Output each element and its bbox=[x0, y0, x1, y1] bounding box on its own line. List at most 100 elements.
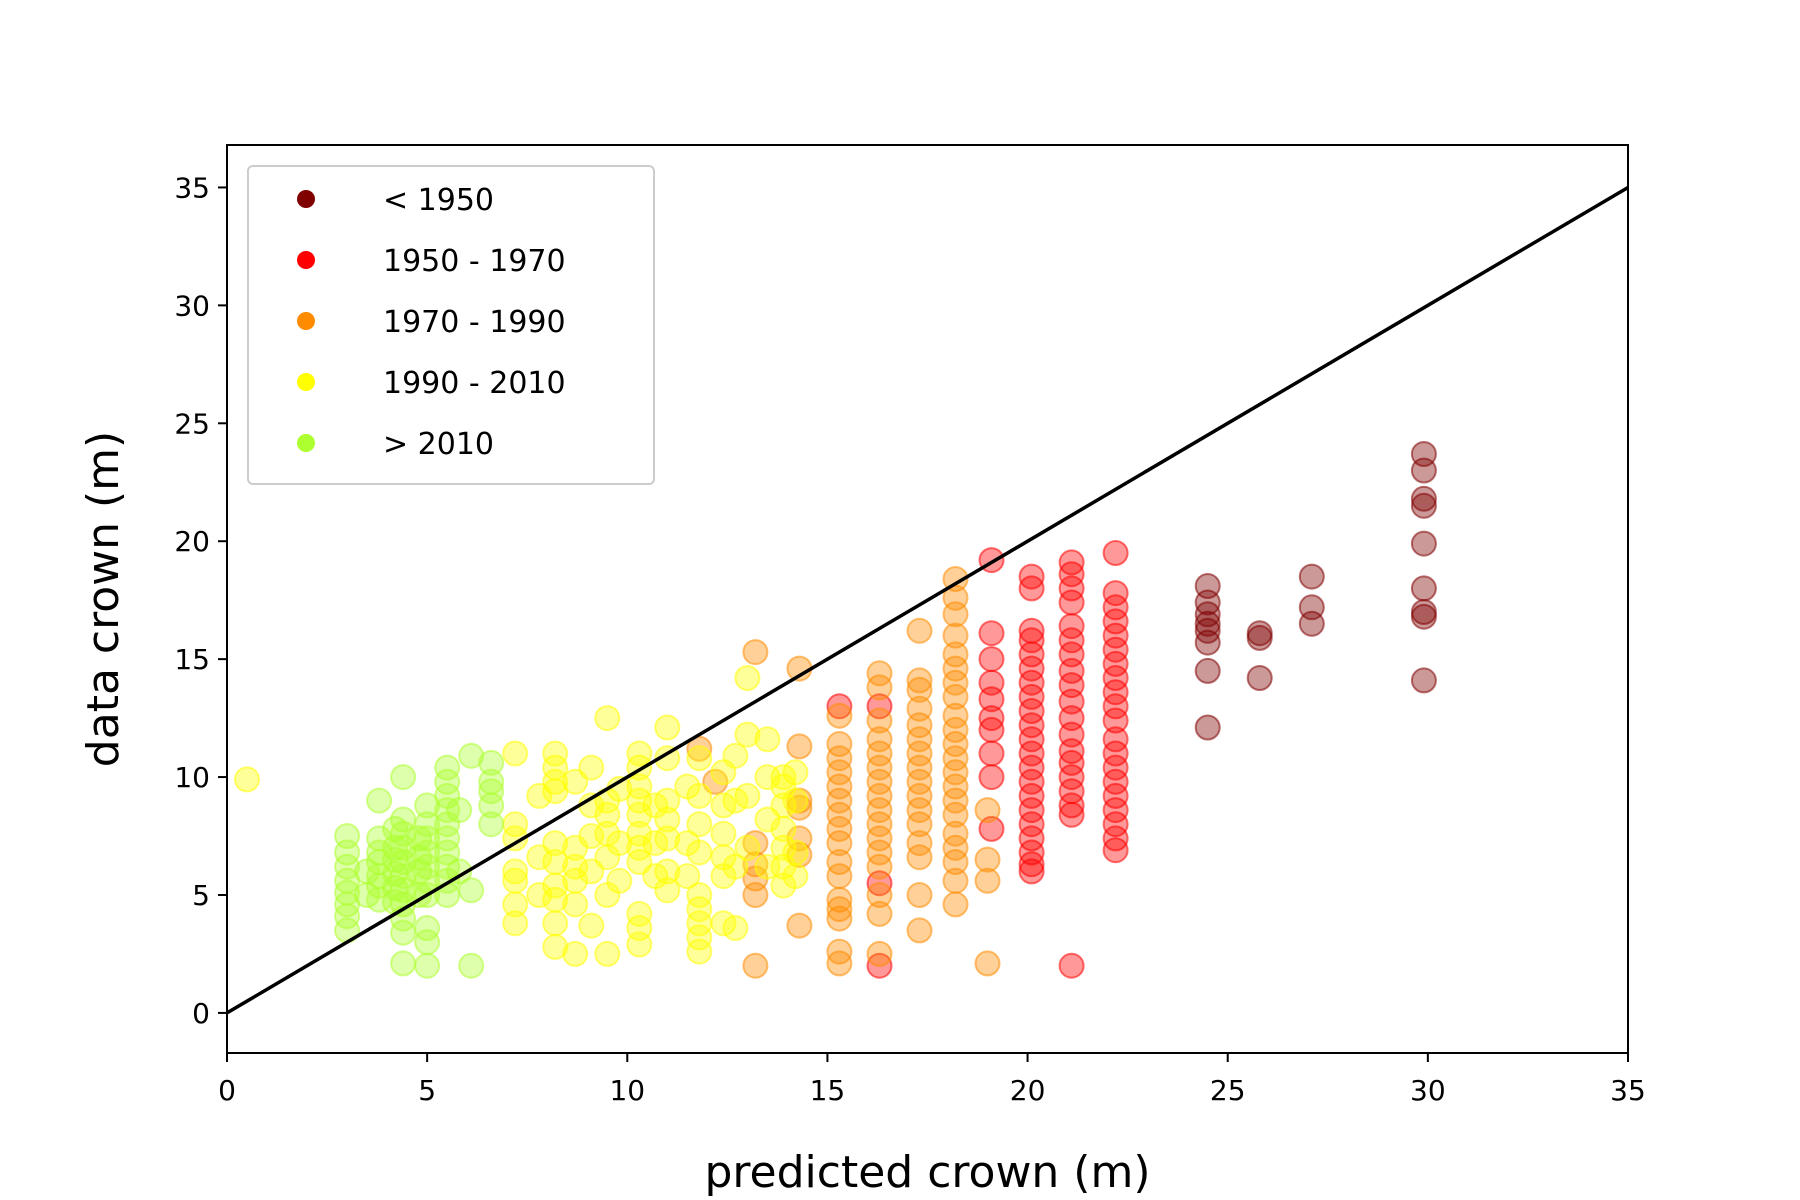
x-tick-label: 10 bbox=[609, 1074, 645, 1107]
legend-label: 1970 - 1990 bbox=[383, 305, 566, 340]
data-point bbox=[1102, 707, 1129, 734]
data-point bbox=[1410, 492, 1437, 519]
data-point bbox=[942, 773, 969, 800]
series-group-3 bbox=[234, 665, 809, 967]
data-point bbox=[1410, 485, 1437, 512]
data-point bbox=[1102, 754, 1129, 781]
data-point bbox=[626, 787, 653, 814]
legend-marker bbox=[297, 312, 315, 330]
data-point bbox=[786, 912, 813, 939]
data-point bbox=[1102, 740, 1129, 767]
data-point bbox=[906, 797, 933, 824]
data-point bbox=[654, 745, 681, 772]
y-tick-label: 25 bbox=[174, 407, 210, 440]
legend-label: 1950 - 1970 bbox=[383, 244, 566, 279]
data-point bbox=[414, 811, 441, 838]
data-point bbox=[866, 740, 893, 767]
data-point bbox=[742, 882, 769, 908]
data-point bbox=[654, 877, 681, 904]
legend-label: > 2010 bbox=[383, 427, 494, 462]
data-point bbox=[942, 820, 969, 847]
data-point bbox=[626, 740, 653, 767]
data-point bbox=[1102, 608, 1129, 635]
data-point bbox=[1058, 952, 1085, 979]
data-point bbox=[826, 745, 853, 772]
data-point bbox=[654, 714, 681, 741]
data-point bbox=[826, 896, 853, 923]
data-point bbox=[594, 940, 621, 967]
data-point bbox=[446, 797, 473, 824]
data-point bbox=[502, 858, 529, 885]
data-point bbox=[1018, 698, 1045, 724]
data-point bbox=[974, 867, 1001, 894]
data-point bbox=[654, 787, 681, 814]
data-point bbox=[826, 787, 853, 814]
series-group-2 bbox=[686, 566, 1001, 979]
data-point bbox=[826, 693, 853, 720]
data-point bbox=[434, 825, 461, 852]
data-point bbox=[578, 912, 605, 939]
data-point bbox=[1018, 811, 1045, 838]
data-point bbox=[626, 834, 653, 861]
x-tick-label: 25 bbox=[1210, 1074, 1246, 1107]
data-point bbox=[654, 858, 681, 885]
data-point bbox=[606, 867, 633, 894]
data-point bbox=[1058, 627, 1085, 654]
data-point bbox=[626, 931, 653, 958]
data-point bbox=[434, 754, 461, 781]
data-point bbox=[826, 702, 853, 729]
data-point bbox=[578, 754, 605, 781]
data-point bbox=[234, 766, 260, 793]
x-tick-label: 35 bbox=[1610, 1074, 1646, 1107]
data-point bbox=[1102, 797, 1129, 824]
data-point bbox=[826, 759, 853, 786]
data-point bbox=[1058, 749, 1085, 776]
data-point bbox=[1102, 693, 1129, 720]
data-point bbox=[446, 858, 473, 885]
data-point bbox=[686, 882, 713, 908]
data-point bbox=[414, 929, 441, 956]
data-point bbox=[1058, 764, 1085, 791]
data-point bbox=[906, 726, 933, 753]
x-tick-label: 20 bbox=[1010, 1074, 1046, 1107]
data-point bbox=[866, 839, 893, 866]
data-point bbox=[458, 742, 485, 769]
y-axis: 0 5 10 15 20 25 30 35 bbox=[174, 171, 227, 1030]
data-point bbox=[502, 891, 529, 918]
data-point bbox=[478, 792, 505, 819]
data-point bbox=[334, 839, 361, 866]
data-point bbox=[458, 952, 485, 979]
data-point bbox=[1102, 650, 1129, 677]
data-point bbox=[978, 646, 1005, 673]
data-point bbox=[1018, 726, 1045, 753]
data-point bbox=[1102, 811, 1129, 838]
data-point bbox=[674, 863, 701, 890]
data-point bbox=[742, 830, 769, 857]
data-point bbox=[1410, 603, 1437, 630]
data-point bbox=[942, 787, 969, 814]
x-tick-label: 0 bbox=[218, 1074, 236, 1107]
data-point bbox=[686, 811, 713, 838]
data-point bbox=[978, 764, 1005, 791]
data-point bbox=[542, 768, 569, 795]
data-point bbox=[502, 825, 529, 852]
data-point bbox=[1102, 768, 1129, 795]
data-point bbox=[366, 787, 393, 814]
data-point bbox=[390, 764, 417, 791]
data-point bbox=[978, 686, 1005, 713]
data-point bbox=[1102, 540, 1129, 566]
data-point bbox=[866, 768, 893, 795]
data-point bbox=[942, 849, 969, 875]
data-point bbox=[1298, 563, 1325, 590]
y-tick-label: 5 bbox=[192, 879, 210, 912]
data-point bbox=[906, 844, 933, 871]
data-point bbox=[1194, 629, 1221, 656]
data-point bbox=[866, 726, 893, 753]
data-point bbox=[782, 839, 809, 866]
data-point bbox=[734, 834, 761, 861]
data-point bbox=[414, 839, 441, 866]
data-point bbox=[1018, 575, 1045, 602]
data-point bbox=[390, 919, 417, 946]
data-point bbox=[526, 882, 553, 908]
series-group-0 bbox=[1194, 441, 1437, 741]
